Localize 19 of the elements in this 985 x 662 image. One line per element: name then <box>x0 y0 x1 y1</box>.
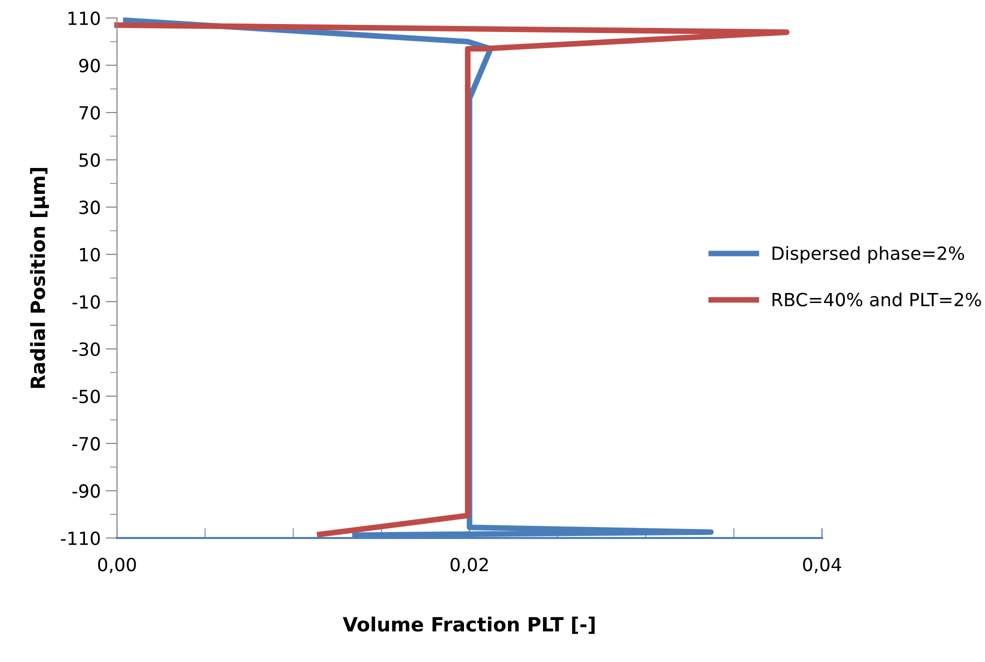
x-tick-label: 0,04 <box>803 558 842 574</box>
y-tick-label: 70 <box>80 106 100 120</box>
y-axis-title: Radial Position [µm] <box>30 168 49 388</box>
y-tick-label: 90 <box>79 58 100 72</box>
y-tick-label: 10 <box>80 248 100 262</box>
x-axis-title: Volume Fraction PLT [-] <box>342 616 595 634</box>
y-tick-label: -50 <box>72 390 100 404</box>
y-tick-label: 50 <box>79 153 100 167</box>
x-tick-label: 0,00 <box>98 558 136 574</box>
y-tick-label: 30 <box>79 200 100 214</box>
legend-label: RBC=40% and PLT=2% <box>772 292 981 306</box>
y-tick-label: -110 <box>60 531 100 546</box>
y-tick-label: -10 <box>72 295 100 309</box>
y-tick-label: -30 <box>72 342 100 356</box>
y-tick-label: -70 <box>72 436 100 451</box>
y-tick-label: -90 <box>72 484 100 498</box>
x-tick-label: 0,02 <box>450 558 488 574</box>
legend-label: Dispersed phase=2% <box>772 246 964 264</box>
y-tick-label: 110 <box>68 11 100 26</box>
